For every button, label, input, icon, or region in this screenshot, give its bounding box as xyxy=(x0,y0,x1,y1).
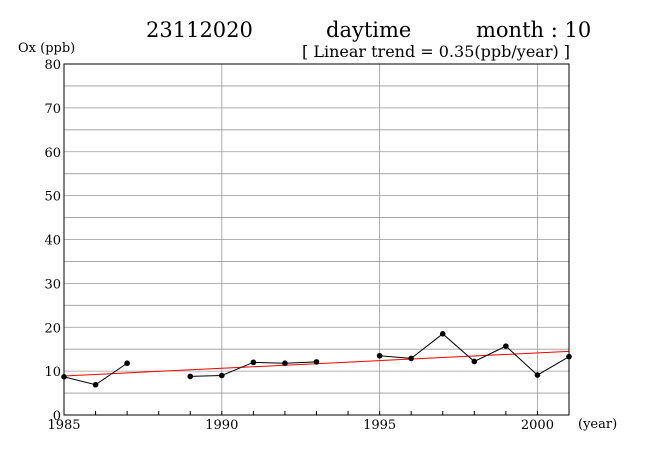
data-point xyxy=(124,360,130,367)
station-id: 23112020 xyxy=(146,18,253,42)
y-tick-label: 50 xyxy=(44,190,61,205)
data-point xyxy=(187,373,194,380)
x-tick-label: 1990 xyxy=(205,418,238,433)
y-tick-label: 30 xyxy=(44,277,61,292)
data-point xyxy=(503,343,509,349)
y-tick-label: 0 xyxy=(53,409,61,424)
data-point xyxy=(219,372,225,379)
data-point xyxy=(313,359,320,365)
month-label: month : 10 xyxy=(476,18,592,42)
trend-label: [ Linear trend = 0.35(ppb/year) ] xyxy=(302,42,571,61)
data-point xyxy=(471,358,478,365)
data-point xyxy=(282,360,288,367)
tick-labels: 0 10 20 30 40 50 60 70 80 1985 1990 1995 2000 xyxy=(44,58,554,433)
y-tick-label: 60 xyxy=(44,146,61,161)
series-layer xyxy=(61,331,572,388)
period-label: daytime xyxy=(326,18,412,42)
x-tick-label: 1985 xyxy=(47,418,80,433)
data-point xyxy=(439,331,446,337)
grid xyxy=(64,64,569,415)
x-tick-label: 2000 xyxy=(521,418,554,433)
series-line xyxy=(379,333,570,376)
data-point xyxy=(250,359,257,366)
y-tick-label: 10 xyxy=(44,365,61,380)
data-point xyxy=(534,372,541,378)
y-tick-label: 20 xyxy=(44,321,61,336)
y-axis-label: Ox (ppb) xyxy=(18,41,75,56)
x-tick-label: 1995 xyxy=(363,418,396,433)
y-tick-label: 70 xyxy=(44,102,61,117)
y-tick-label: 80 xyxy=(44,58,61,73)
data-point xyxy=(376,352,383,359)
y-tick-label: 40 xyxy=(44,234,61,249)
data-point xyxy=(408,355,414,362)
x-axis-label: (year) xyxy=(578,417,617,432)
data-point xyxy=(92,381,99,388)
